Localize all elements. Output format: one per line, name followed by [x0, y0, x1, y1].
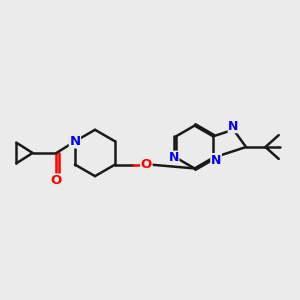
- Text: N: N: [69, 135, 80, 148]
- Text: N: N: [169, 151, 179, 164]
- Text: N: N: [211, 154, 221, 166]
- Text: N: N: [228, 120, 239, 133]
- Text: O: O: [51, 174, 62, 187]
- Text: O: O: [141, 158, 152, 171]
